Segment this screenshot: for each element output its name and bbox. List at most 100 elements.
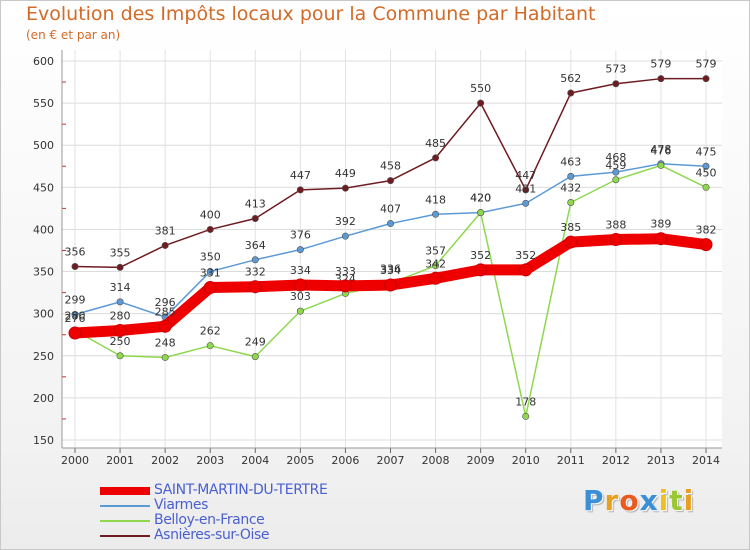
logo-letter: i bbox=[683, 484, 695, 517]
data-label: 459 bbox=[605, 159, 626, 172]
data-label: 562 bbox=[560, 72, 581, 85]
data-point bbox=[564, 235, 578, 249]
data-point bbox=[519, 263, 533, 277]
data-label: 350 bbox=[200, 251, 221, 264]
data-label: 458 bbox=[380, 160, 401, 173]
data-point bbox=[432, 210, 440, 218]
chart-title: Evolution des Impôts locaux pour la Comm… bbox=[26, 3, 596, 25]
legend-swatch bbox=[100, 520, 150, 522]
data-point bbox=[296, 246, 304, 254]
legend-swatch bbox=[100, 487, 150, 495]
data-label: 285 bbox=[155, 305, 176, 318]
data-point bbox=[474, 263, 488, 277]
data-label: 342 bbox=[425, 257, 446, 270]
data-point bbox=[477, 99, 485, 107]
data-label: 400 bbox=[200, 208, 221, 221]
data-label: 449 bbox=[335, 167, 356, 180]
data-label: 280 bbox=[110, 310, 131, 323]
data-label: 376 bbox=[290, 229, 311, 242]
legend-label: Viarmes bbox=[154, 497, 208, 513]
chart-subtitle: (en € et par an) bbox=[26, 28, 121, 42]
data-label: 450 bbox=[696, 166, 717, 179]
logo-letter: o bbox=[619, 484, 640, 517]
data-point bbox=[699, 238, 713, 252]
data-point bbox=[203, 281, 217, 295]
data-label: 431 bbox=[515, 182, 536, 195]
data-label: 385 bbox=[560, 221, 581, 234]
data-label: 332 bbox=[245, 266, 266, 279]
logo-letter: r bbox=[604, 484, 620, 517]
data-point bbox=[429, 271, 443, 285]
data-label: 314 bbox=[110, 281, 131, 294]
y-tick-label: 450 bbox=[33, 181, 54, 194]
data-point bbox=[341, 232, 349, 240]
data-point bbox=[702, 75, 710, 83]
line-chart: 150 200 250 300 350 400 450 500 550 600 2000 2001 20… bbox=[33, 50, 722, 467]
data-point bbox=[567, 198, 575, 206]
logo-letter: P bbox=[583, 484, 605, 517]
data-point bbox=[432, 262, 440, 270]
data-label: 418 bbox=[425, 193, 446, 206]
data-point bbox=[293, 278, 307, 292]
x-tick-label: 2006 bbox=[331, 454, 359, 467]
y-tick-label: 200 bbox=[33, 392, 54, 405]
x-tick-label: 2012 bbox=[602, 454, 630, 467]
x-tick-label: 2014 bbox=[692, 454, 720, 467]
data-point bbox=[657, 161, 665, 169]
data-label: 413 bbox=[245, 197, 266, 210]
data-point bbox=[612, 176, 620, 184]
plot-area bbox=[62, 50, 722, 448]
logo-letter: t bbox=[669, 484, 684, 517]
data-point bbox=[477, 209, 485, 217]
data-point bbox=[158, 319, 172, 333]
data-label: 280 bbox=[65, 310, 86, 323]
data-label: 331 bbox=[200, 267, 221, 280]
x-tick-label: 2010 bbox=[512, 454, 540, 467]
data-point bbox=[338, 279, 352, 293]
data-label: 334 bbox=[380, 264, 401, 277]
data-label: 447 bbox=[290, 169, 311, 182]
y-tick-label: 500 bbox=[33, 139, 54, 152]
data-point bbox=[384, 278, 397, 292]
data-point bbox=[116, 263, 124, 271]
data-point bbox=[296, 307, 304, 315]
legend-label: Asnières-sur-Oise bbox=[154, 527, 270, 543]
data-point bbox=[567, 172, 575, 180]
data-label: 382 bbox=[696, 224, 717, 237]
data-point bbox=[612, 168, 620, 176]
logo-letter: x bbox=[639, 484, 659, 517]
proxiti-logo: Proxiti bbox=[583, 484, 694, 517]
data-label: 333 bbox=[335, 265, 356, 278]
data-label: 476 bbox=[650, 144, 671, 157]
data-point bbox=[522, 186, 530, 194]
data-point bbox=[206, 268, 214, 276]
x-tick-label: 2008 bbox=[422, 454, 450, 467]
data-point bbox=[206, 225, 214, 233]
data-label: 303 bbox=[290, 290, 311, 303]
data-label: 468 bbox=[605, 151, 626, 164]
data-label: 357 bbox=[425, 245, 446, 258]
data-point bbox=[113, 324, 127, 338]
data-point bbox=[609, 233, 623, 247]
data-point bbox=[251, 353, 259, 361]
data-label: 262 bbox=[200, 325, 221, 338]
data-point bbox=[386, 220, 394, 228]
data-point bbox=[116, 352, 124, 360]
legend-label: Belloy-en-France bbox=[154, 512, 265, 528]
y-tick-label: 600 bbox=[33, 55, 54, 68]
data-label: 381 bbox=[155, 224, 176, 237]
data-point bbox=[657, 75, 665, 83]
data-point bbox=[386, 177, 394, 185]
data-label: 356 bbox=[65, 246, 86, 259]
data-point bbox=[654, 232, 668, 246]
data-point bbox=[71, 263, 79, 271]
data-label: 475 bbox=[696, 145, 717, 158]
data-label: 420 bbox=[470, 192, 491, 205]
data-label: 299 bbox=[65, 294, 86, 307]
data-label: 420 bbox=[470, 192, 491, 205]
legend-label: SAINT-MARTIN-DU-TERTRE bbox=[154, 482, 328, 498]
legend-swatch bbox=[100, 505, 150, 507]
data-point bbox=[251, 256, 259, 264]
data-point bbox=[522, 412, 530, 420]
data-label: 352 bbox=[470, 249, 491, 262]
